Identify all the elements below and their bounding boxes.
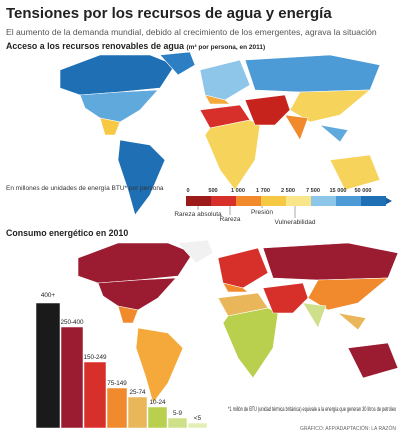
- class-bar: [167, 417, 188, 429]
- scale-label: 15 000: [329, 188, 346, 194]
- energy-title: Consumo energético en 2010: [6, 228, 128, 238]
- middle-east: [244, 94, 291, 126]
- class-label: 250-400: [60, 319, 84, 326]
- credit: GRÁFICO: AFP/ADAPTACIÓN: LA RAZÓN: [300, 425, 396, 432]
- south-america: [117, 139, 166, 216]
- zone-label: Presión: [251, 209, 273, 216]
- scale-segment: [286, 196, 311, 206]
- energy-map: [77, 239, 399, 404]
- canada: [59, 54, 176, 96]
- class-bar: [60, 326, 84, 429]
- water-map: [59, 51, 381, 216]
- water-title-text: Acceso a los recursos renovables de agua: [6, 41, 184, 51]
- usa: [79, 89, 159, 123]
- class-bar: [147, 406, 168, 429]
- class-bar: [106, 387, 128, 429]
- canada: [77, 242, 194, 284]
- russia: [262, 242, 399, 281]
- scale-segment: [186, 196, 211, 206]
- class-bar: [83, 361, 107, 429]
- scale-segment: [311, 196, 336, 206]
- usa: [97, 277, 177, 311]
- class-label: 150-249: [83, 354, 107, 361]
- water-unit: (m³ por persona, en 2011): [186, 44, 265, 51]
- footnote: *1 millón de BTU (unidad térmica británi…: [228, 406, 396, 413]
- scale-label: 1 000: [231, 188, 245, 194]
- water-scale: 0 500 1 000 1 700 2 500 7 500 15 000 50 000 Rare…: [174, 188, 392, 226]
- class-label: 5-9: [173, 410, 183, 417]
- class-bar: [127, 396, 148, 429]
- legend-note-text: En millones de unidades de energía BTU* …: [6, 185, 164, 192]
- title: Tensiones por los recursos de agua y ene…: [6, 5, 332, 22]
- class-label: 400+: [41, 292, 56, 299]
- energy-legend-note: En millones de unidades de energía BTU* …: [6, 185, 164, 192]
- greenland: [177, 239, 214, 264]
- australia: [329, 154, 381, 191]
- mexico: [99, 117, 121, 136]
- class-label: 25-74: [129, 389, 146, 396]
- water-title: Acceso a los recursos renovables de agua…: [6, 41, 265, 51]
- class-bar: [35, 302, 61, 429]
- greenland: [159, 51, 196, 76]
- africa: [204, 119, 261, 191]
- scale-label: 1 700: [256, 188, 270, 194]
- india: [284, 114, 309, 141]
- class-bar: [187, 422, 208, 429]
- zone-label: Rareza: [220, 216, 241, 223]
- russia: [244, 54, 381, 93]
- africa: [222, 307, 279, 379]
- scale-segment: [211, 196, 236, 206]
- scale-label: 0: [186, 188, 189, 194]
- class-label: 10-24: [149, 399, 166, 406]
- scale-label: 2 500: [281, 188, 295, 194]
- europe: [199, 59, 251, 101]
- mexico: [117, 305, 139, 324]
- scale-label: 7 500: [306, 188, 320, 194]
- europe: [217, 247, 269, 289]
- zone-label: Vulnerabilidad: [275, 219, 316, 226]
- scale-segment: [236, 196, 261, 206]
- scale-segment: [361, 196, 386, 206]
- india: [302, 302, 327, 329]
- middle-east: [262, 282, 309, 314]
- south-europe: [222, 282, 249, 293]
- australia: [347, 342, 399, 379]
- scale-label: 50 000: [354, 188, 371, 194]
- south-america: [135, 327, 184, 404]
- south-europe: [204, 94, 231, 105]
- scale-label: 500: [208, 188, 217, 194]
- china: [289, 89, 371, 123]
- subtitle: El aumento de la demanda mundial, debido…: [6, 27, 377, 37]
- zone-label: Rareza absoluta: [174, 211, 222, 218]
- class-label: <5: [194, 415, 202, 422]
- scale-segment: [336, 196, 361, 206]
- class-label: 75-149: [107, 380, 127, 387]
- scale-segment: [261, 196, 286, 206]
- south-east-asia: [318, 124, 349, 143]
- south-east-asia: [336, 312, 367, 331]
- china: [307, 277, 389, 311]
